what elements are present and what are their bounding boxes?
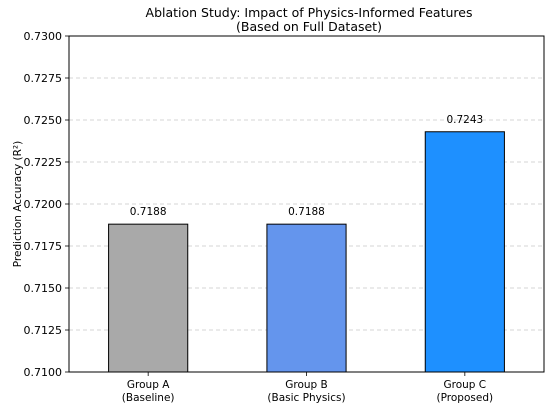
y-tick-label: 0.7150 [24,282,63,295]
x-axis-ticks: Group A(Baseline) Group B(Basic Physics) G… [122,372,493,404]
x-tick-label: Group A [127,379,170,391]
bar [424,131,505,373]
y-axis-ticks: 0.7100 0.7125 0.7150 0.7175 0.7200 0.7225 0.72… [24,30,69,379]
data-label: 0.7188 [130,206,167,218]
y-tick-label: 0.7200 [24,198,63,211]
x-tick-label: Group B [285,379,328,391]
x-tick-label: Group C [444,379,487,391]
y-tick-label: 0.7100 [24,366,63,379]
y-tick-label: 0.7125 [24,324,63,337]
y-tick-label: 0.7175 [24,240,63,253]
x-tick-sublabel: (Basic Physics) [267,392,345,404]
data-label: 0.7188 [288,206,325,218]
y-tick-label: 0.7300 [24,30,63,43]
x-tick-sublabel: (Baseline) [122,392,175,404]
chart-subtitle: (Based on Full Dataset) [236,19,382,34]
data-label: 0.7243 [446,114,483,126]
y-tick-label: 0.7250 [24,114,63,127]
x-tick-sublabel: (Proposed) [437,392,494,404]
y-tick-label: 0.7275 [24,72,63,85]
y-tick-label: 0.7225 [24,156,63,169]
bar [108,223,189,373]
y-axis-label: Prediction Accuracy (R²) [12,141,24,267]
bars [108,131,505,373]
bar [266,223,347,373]
chart-title: Ablation Study: Impact of Physics-Inform… [146,5,473,20]
data-labels: 0.7188 0.7188 0.7243 [130,114,483,218]
